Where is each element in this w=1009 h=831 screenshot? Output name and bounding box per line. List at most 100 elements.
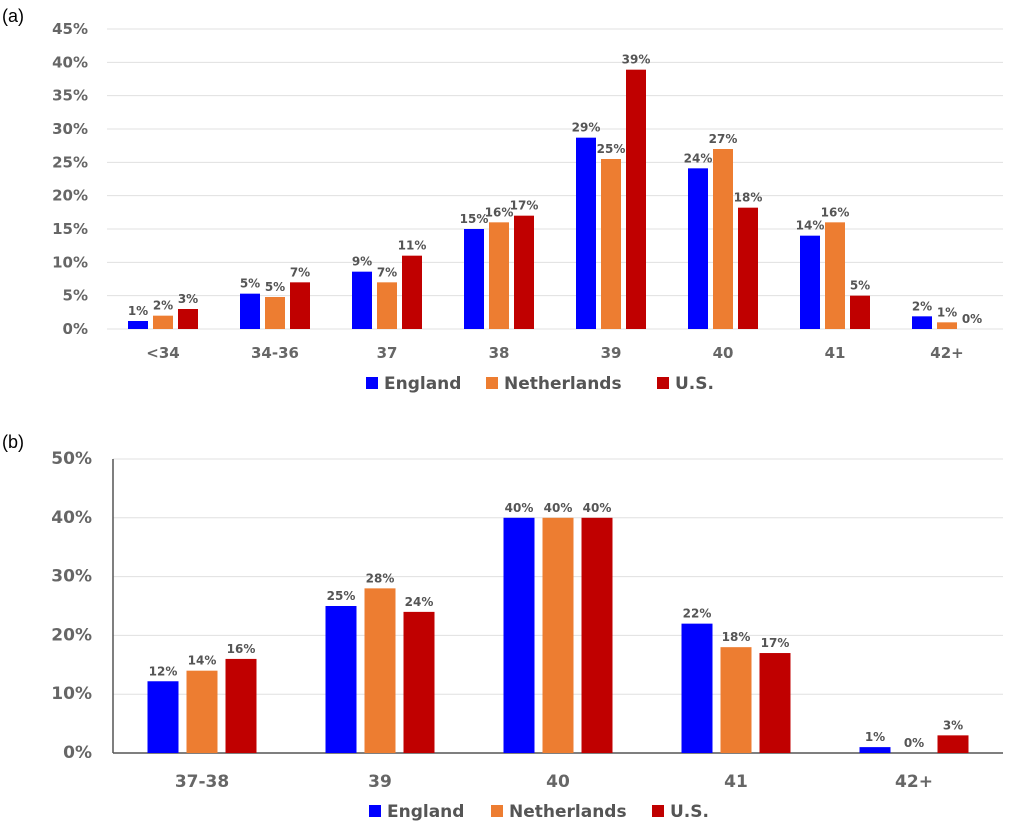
data-label: 1% [937, 305, 957, 319]
bar-us [225, 658, 257, 753]
data-label: 16% [227, 642, 256, 656]
x-tick-label: 39 [368, 772, 392, 792]
bar-england [325, 606, 357, 753]
bar-netherlands [265, 297, 285, 329]
bar-netherlands [542, 517, 574, 753]
bar-england [464, 229, 484, 329]
bar-us [403, 611, 435, 753]
legend-swatch [491, 805, 503, 817]
bar-netherlands [489, 222, 509, 329]
bar-netherlands [937, 322, 957, 329]
bar-us [850, 295, 870, 329]
bar-us [759, 653, 791, 753]
bar-netherlands [825, 222, 845, 329]
data-label: 17% [510, 199, 539, 213]
data-label: 5% [265, 280, 285, 294]
data-label: 29% [572, 121, 601, 135]
legend-label: U.S. [670, 802, 709, 822]
bar-netherlands [186, 670, 218, 753]
bar-us [937, 735, 969, 753]
bar-england [240, 293, 260, 329]
data-label: 15% [460, 212, 489, 226]
data-label: 5% [850, 279, 870, 293]
x-tick-label: 40 [713, 344, 734, 362]
x-tick-label: 42+ [930, 344, 963, 362]
bar-netherlands [377, 282, 397, 329]
data-label: 16% [821, 205, 850, 219]
legend-label: England [384, 374, 461, 394]
y-tick-label: 35% [52, 87, 88, 105]
bar-england [147, 681, 179, 753]
bar-netherlands [153, 315, 173, 329]
bar-us [402, 255, 422, 329]
data-label: 3% [178, 292, 198, 306]
data-label: 0% [962, 312, 982, 326]
y-tick-label: 10% [52, 253, 88, 271]
y-tick-label: 45% [52, 20, 88, 38]
data-label: 25% [597, 142, 626, 156]
bar-us [581, 517, 613, 753]
data-label: 27% [709, 132, 738, 146]
legend-swatch [486, 377, 498, 389]
legend-label: Netherlands [504, 374, 622, 394]
x-tick-label: 41 [724, 772, 748, 792]
data-label: 14% [188, 654, 217, 668]
legend-swatch [657, 377, 669, 389]
data-label: 7% [290, 265, 310, 279]
data-label: 0% [904, 736, 924, 750]
data-label: 1% [865, 730, 885, 744]
x-tick-label: 37-38 [175, 772, 229, 792]
bar-england [352, 271, 372, 329]
data-label: 12% [149, 664, 178, 678]
data-label: 9% [352, 255, 372, 269]
bar-us [290, 282, 310, 329]
data-label: 2% [912, 299, 932, 313]
data-label: 17% [761, 636, 790, 650]
bar-england [800, 235, 820, 329]
bar-us [626, 69, 646, 330]
x-tick-label: 38 [489, 344, 510, 362]
y-tick-label: 30% [51, 567, 92, 587]
legend-label: Netherlands [509, 802, 627, 822]
legend-swatch [366, 377, 378, 389]
y-tick-label: 5% [63, 287, 88, 305]
y-tick-label: 15% [52, 220, 88, 238]
data-label: 22% [683, 607, 712, 621]
x-tick-label: 40 [546, 772, 570, 792]
bar-england [859, 747, 891, 753]
y-tick-label: 0% [63, 743, 92, 763]
data-label: 40% [505, 501, 534, 515]
bar-england [576, 137, 596, 329]
data-label: 3% [943, 718, 963, 732]
data-label: 39% [622, 53, 651, 67]
bar-us [514, 215, 534, 329]
legend-swatch [369, 805, 381, 817]
data-label: 40% [544, 501, 573, 515]
panel-label: (a) [2, 6, 24, 26]
y-tick-label: 0% [63, 320, 88, 338]
y-tick-label: 20% [51, 625, 92, 645]
legend-swatch [652, 805, 664, 817]
data-label: 5% [240, 277, 260, 291]
bar-england [503, 517, 535, 753]
data-label: 18% [722, 630, 751, 644]
y-tick-label: 40% [52, 53, 88, 71]
data-label: 16% [485, 205, 514, 219]
x-tick-label: 34-36 [251, 344, 299, 362]
x-tick-label: 42+ [895, 772, 933, 792]
bar-netherlands [720, 647, 752, 753]
y-tick-label: 40% [51, 508, 92, 528]
bar-england [128, 321, 148, 329]
data-label: 24% [684, 151, 713, 165]
y-tick-label: 20% [52, 187, 88, 205]
data-label: 24% [405, 595, 434, 609]
legend-label: U.S. [675, 374, 714, 394]
bar-us [738, 207, 758, 329]
y-tick-label: 30% [52, 120, 88, 138]
data-label: 2% [153, 299, 173, 313]
bar-england [688, 168, 708, 329]
data-label: 1% [128, 304, 148, 318]
y-tick-label: 10% [51, 684, 92, 704]
x-tick-label: <34 [146, 344, 179, 362]
